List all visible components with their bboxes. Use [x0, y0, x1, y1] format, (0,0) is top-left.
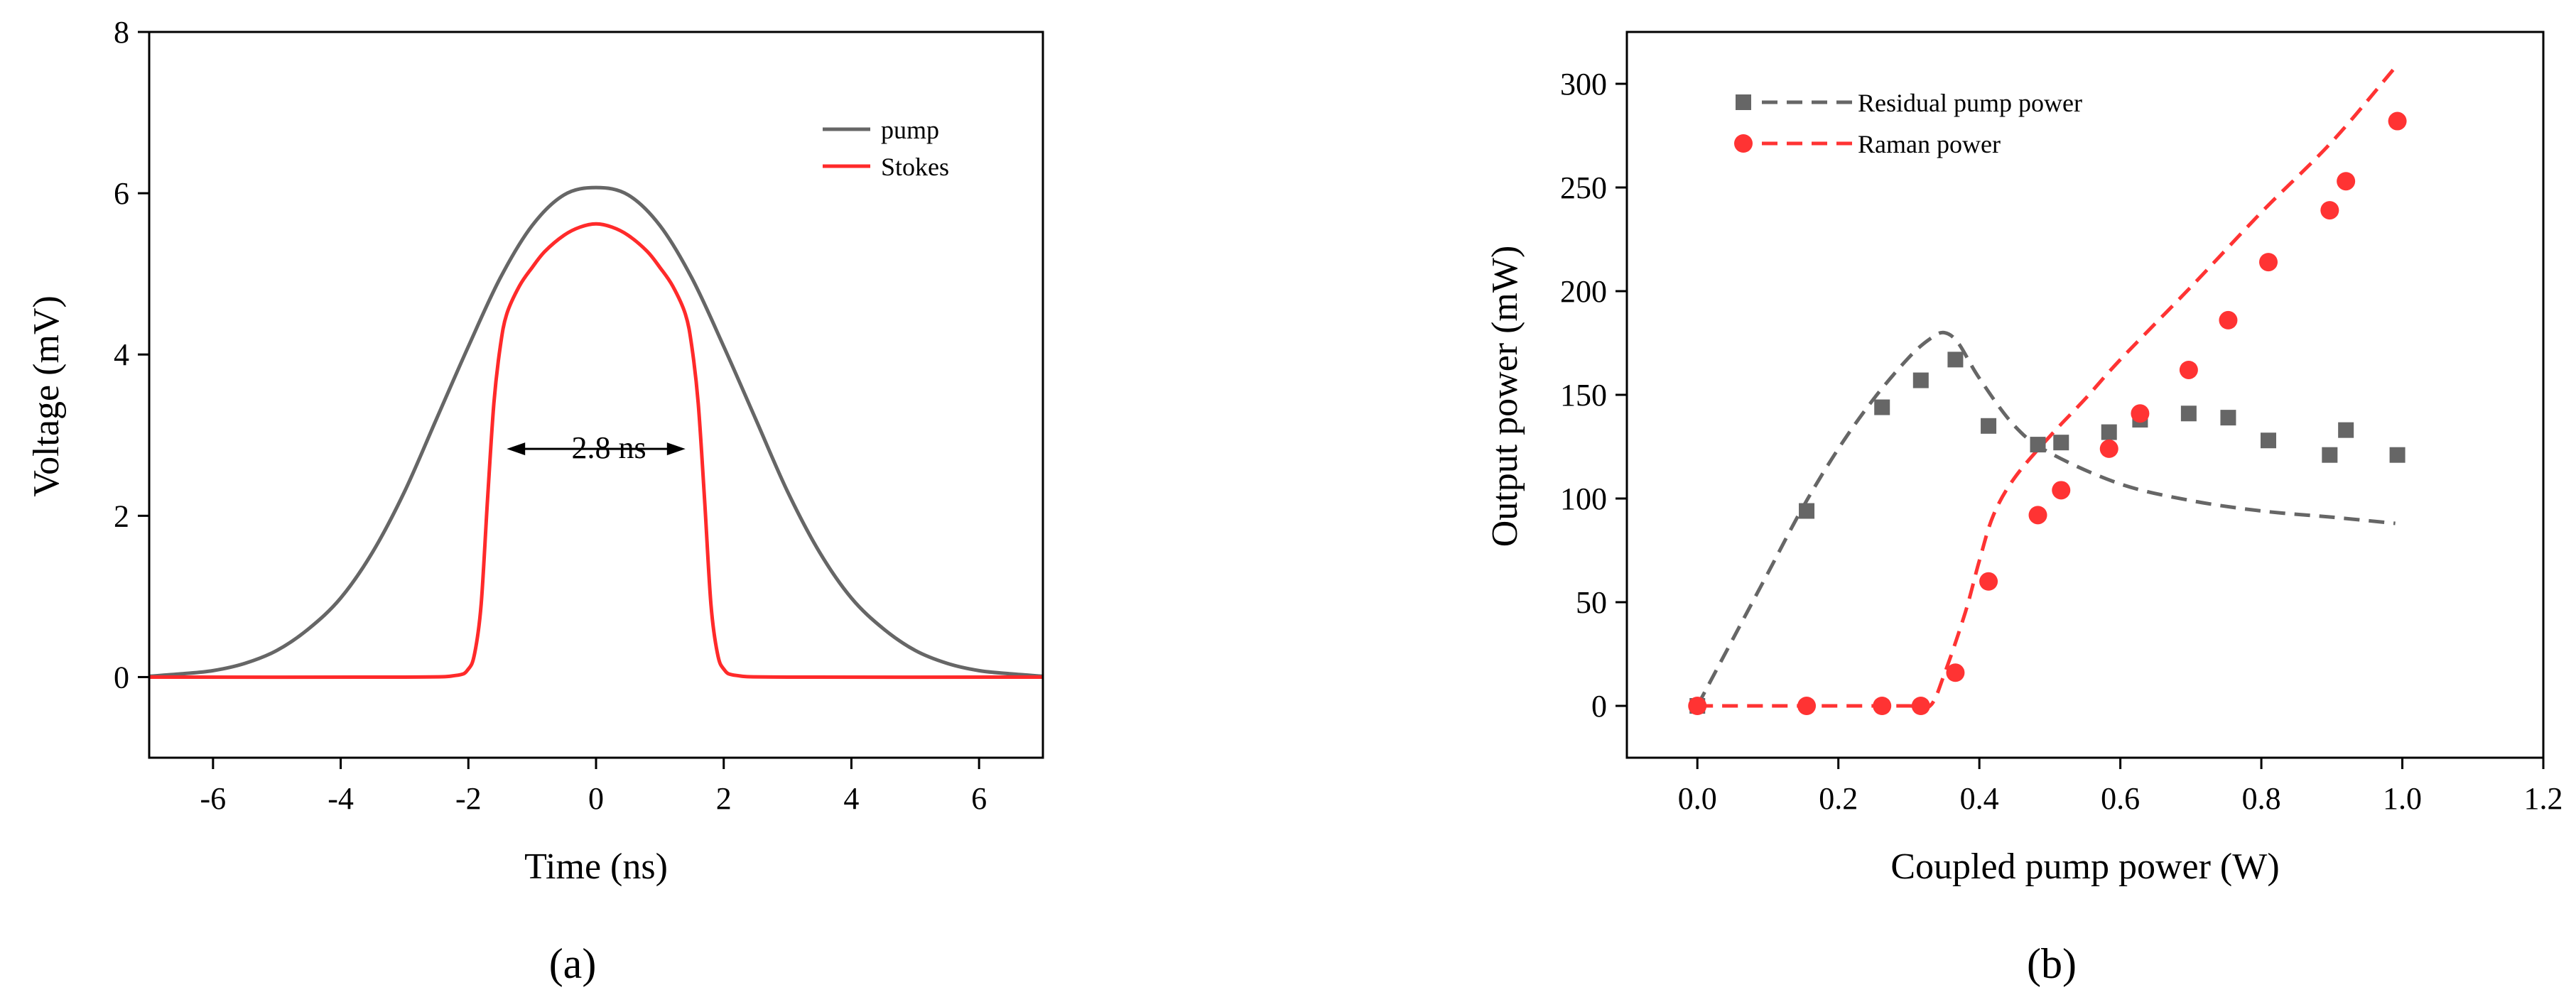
- series-residual-pump-power-point: [1799, 503, 1815, 519]
- series-residual-pump-power-point: [2389, 447, 2405, 463]
- series-raman-power-point: [1688, 697, 1707, 715]
- chart-a-x-tick-label: 6: [971, 781, 987, 816]
- chart-a-legend: pump Stokes: [823, 116, 949, 181]
- chart-b-y-tick-label: 50: [1576, 585, 1607, 620]
- series-residual-pump-power-point: [1912, 372, 1929, 388]
- legend-stokes-label: Stokes: [881, 153, 949, 181]
- chart-b-x-axis: 0.0 0.2 0.4 0.6 0.8 1.0 1.2: [1678, 758, 2563, 816]
- chart-a-x-tick-label: 2: [716, 781, 732, 816]
- series-raman-power-point: [1979, 572, 1998, 591]
- chart-b-y-tick-label: 250: [1560, 170, 1607, 205]
- chart-a-x-tick-label: 4: [843, 781, 859, 816]
- chart-b-panel-label: (b): [2027, 940, 2077, 987]
- series-residual-pump-power-point: [2220, 410, 2236, 426]
- chart-b-y-axis-title: Output power (mW): [1485, 246, 1525, 548]
- series-raman-power-point: [1911, 697, 1930, 715]
- chart-a-y-tick-label: 2: [114, 499, 129, 533]
- chart-b-x-tick-label: 0.6: [2101, 781, 2140, 816]
- chart-a-x-tick-label: -6: [200, 781, 227, 816]
- series-residual-pump-power-point: [2180, 405, 2197, 422]
- chart-a-y-tick-label: 6: [114, 176, 129, 211]
- chart-b-y-tick-label: 100: [1560, 481, 1607, 516]
- series-residual-pump-power-point: [1947, 352, 1964, 368]
- chart-b-axes-frame: [1625, 31, 2545, 759]
- series-raman-power-point: [2388, 111, 2407, 131]
- series-raman-power-point: [2052, 481, 2071, 500]
- series-raman-power-point: [2179, 360, 2198, 379]
- chart-b-y-tick-label: 0: [1591, 689, 1607, 724]
- series-residual-pump-power-point: [1981, 418, 1997, 434]
- series-raman-power-fit-line: [1697, 66, 2397, 710]
- chart-b-x-tick-label: 0.4: [1960, 781, 1999, 816]
- chart-b-y-axis: 0 50 100 150 200 250 300: [1560, 67, 1627, 724]
- series-raman-power-point: [1797, 697, 1817, 715]
- legend-raman-label: Raman power: [1858, 130, 2001, 158]
- chart-a-y-tick-label: 0: [114, 660, 129, 695]
- series-residual-pump-power-point: [2338, 422, 2354, 438]
- chart-b-x-axis-title: Coupled pump power (W): [1890, 846, 2279, 887]
- legend-residual-label: Residual pump power: [1858, 89, 2082, 117]
- series-raman-power-point: [2219, 310, 2238, 330]
- chart-b: 0.0 0.2 0.4 0.6 0.8 1.0 1.2 0 50 100 150 200 250 300…: [1485, 31, 2563, 987]
- chart-b-x-tick-label: 1.2: [2524, 781, 2563, 816]
- chart-a-x-axis-title: Time (ns): [524, 846, 668, 887]
- chart-a-y-axis: 0 2 4 6 8: [114, 15, 149, 695]
- chart-b-x-tick-label: 0.8: [2242, 781, 2281, 816]
- fwhm-arrowhead-left: [507, 442, 526, 456]
- chart-a-x-tick-label: -4: [328, 781, 354, 816]
- series-raman-power-point: [2099, 439, 2118, 458]
- chart-b-x-tick-label: 0.2: [1819, 781, 1858, 816]
- fwhm-annotation: 2.8 ns: [507, 430, 686, 465]
- chart-b-x-tick-label: 0.0: [1678, 781, 1717, 816]
- chart-a-plot-area: [148, 185, 1044, 680]
- series-pump-line: [148, 185, 1044, 678]
- series-raman-power-point: [2259, 253, 2278, 272]
- chart-a-x-tick-label: -2: [455, 781, 482, 816]
- chart-a-x-axis: -6 -4 -2 0 2 4 6: [200, 758, 987, 816]
- chart-b-x-tick-label: 1.0: [2383, 781, 2422, 816]
- series-residual-pump-power-point: [2053, 435, 2069, 451]
- chart-b-y-tick-label: 150: [1560, 378, 1607, 413]
- series-residual-pump-power-point: [1874, 399, 1890, 415]
- fwhm-label: 2.8 ns: [571, 430, 646, 465]
- series-raman-power-point: [2131, 404, 2150, 423]
- series-residual-pump-power-point: [2261, 432, 2276, 449]
- chart-a-y-tick-label: 8: [114, 15, 129, 50]
- chart-a-y-tick-label: 4: [114, 337, 129, 372]
- chart-a-panel-label: (a): [549, 940, 597, 987]
- chart-a-y-axis-title: Voltage (mV): [26, 295, 67, 497]
- series-stokes-line: [148, 222, 1044, 680]
- legend-residual-marker: [1736, 94, 1751, 110]
- series-raman-power-point: [2320, 201, 2339, 220]
- series-raman-power-point: [1946, 663, 1965, 682]
- chart-a-x-tick-label: 0: [588, 781, 604, 816]
- chart-b-legend: Residual pump power Raman power: [1734, 89, 2082, 158]
- series-raman-power-point: [2028, 506, 2047, 525]
- series-raman-power-point: [2337, 172, 2356, 191]
- legend-raman-marker: [1734, 134, 1753, 153]
- series-raman-power-point: [1873, 697, 1892, 715]
- fwhm-arrowhead-right: [666, 442, 686, 456]
- legend-pump-label: pump: [881, 116, 939, 144]
- series-residual-pump-power-point: [2030, 437, 2046, 453]
- series-residual-pump-power-point: [2322, 447, 2338, 463]
- chart-b-y-tick-label: 300: [1560, 67, 1607, 102]
- chart-b-plot-area: [1688, 66, 2407, 715]
- series-residual-pump-power-point: [2101, 424, 2117, 440]
- chart-b-y-tick-label: 200: [1560, 274, 1607, 309]
- series-residual-pump-power-fit-line: [1696, 330, 2396, 707]
